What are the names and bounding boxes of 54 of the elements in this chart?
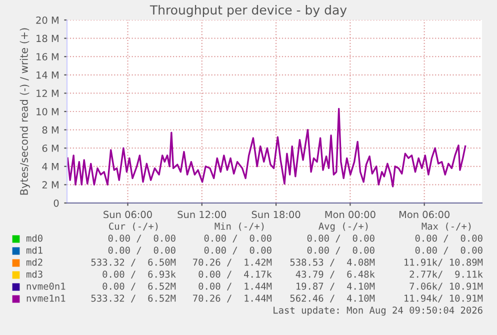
text: 0.00 / 6.93k [102, 270, 176, 279]
text: 11.91k/ 10.89M [404, 258, 483, 267]
text: Min (-/+) [214, 222, 264, 231]
text: 0.00 / 0.00 [415, 234, 482, 243]
text: 538.53 / 4.08M [290, 258, 375, 267]
y-tick-label: 10 M [36, 108, 58, 116]
y-tick-label: 6 M [42, 144, 58, 152]
legend-label: nvme1n1 [26, 294, 66, 302]
legend-label: md1 [26, 246, 42, 254]
text: 70.26 / 1.42M [193, 258, 272, 267]
y-tick-label: 14 M [36, 72, 58, 79]
y-tick-label: 0 [54, 199, 59, 207]
text: 562.46 / 4.10M [290, 294, 375, 303]
text: 0.00 / 6.52M [102, 282, 176, 291]
y-tick-label: 20 M [36, 16, 58, 24]
text: 2.77k/ 9.11k [410, 270, 483, 279]
y-tick-label: 2 M [42, 181, 58, 188]
text: 7.06k/ 10.91M [410, 282, 483, 291]
text: Cur (-/+) [109, 222, 158, 231]
text: 70.26 / 1.44M [193, 294, 272, 303]
legend-label: md2 [26, 258, 42, 266]
y-tick-label: 8 M [42, 126, 58, 134]
legend-label: md3 [26, 270, 42, 278]
y-tick-label: 18 M [36, 34, 58, 42]
text: 0.00 / 0.00 [307, 246, 374, 255]
text: 533.32 / 6.52M [91, 294, 176, 303]
text: 0.00 / 0.00 [415, 246, 482, 255]
chart-title: Throughput per device - by day [150, 4, 347, 18]
text: 0.00 / 0.00 [307, 234, 374, 243]
line-series [67, 108, 466, 188]
text: 533.32 / 6.50M [91, 258, 176, 267]
y-tick-label: 16 M [36, 53, 58, 60]
text: Max (-/+) [422, 222, 471, 231]
y-tick-label: 12 M [36, 90, 58, 97]
text: 0.00 / 1.44M [198, 282, 272, 291]
x-tick-label: Sun 12:00 [178, 210, 226, 218]
text: 43.79 / 6.48k [296, 270, 375, 279]
text: Last update: Mon Aug 24 09:50:04 2026 [274, 306, 482, 316]
y-tick-label: 4 M [42, 163, 58, 170]
text: Avg (-/+) [318, 222, 368, 232]
text: 11.94k/ 10.91M [404, 294, 483, 303]
legend-label: md0 [26, 234, 42, 242]
text: 0.00 / 0.00 [204, 234, 272, 243]
text: 19.87 / 4.10M [296, 282, 375, 291]
text: 0.00 / 4.17k [198, 270, 272, 279]
x-tick-label: Sun 18:00 [252, 210, 300, 218]
text: 0.00 / 0.00 [108, 234, 176, 243]
text: 0.00 / 0.00 [108, 246, 176, 255]
text: 0.00 / 0.00 [204, 246, 272, 255]
legend-label: nvme0n1 [26, 282, 66, 290]
x-tick-label: Sun 06:00 [104, 210, 152, 218]
x-tick-label: Mon 00:00 [325, 210, 376, 218]
y-axis-title: Bytes/second read (-) / write (+) [20, 28, 30, 195]
x-tick-label: Mon 06:00 [399, 210, 450, 218]
